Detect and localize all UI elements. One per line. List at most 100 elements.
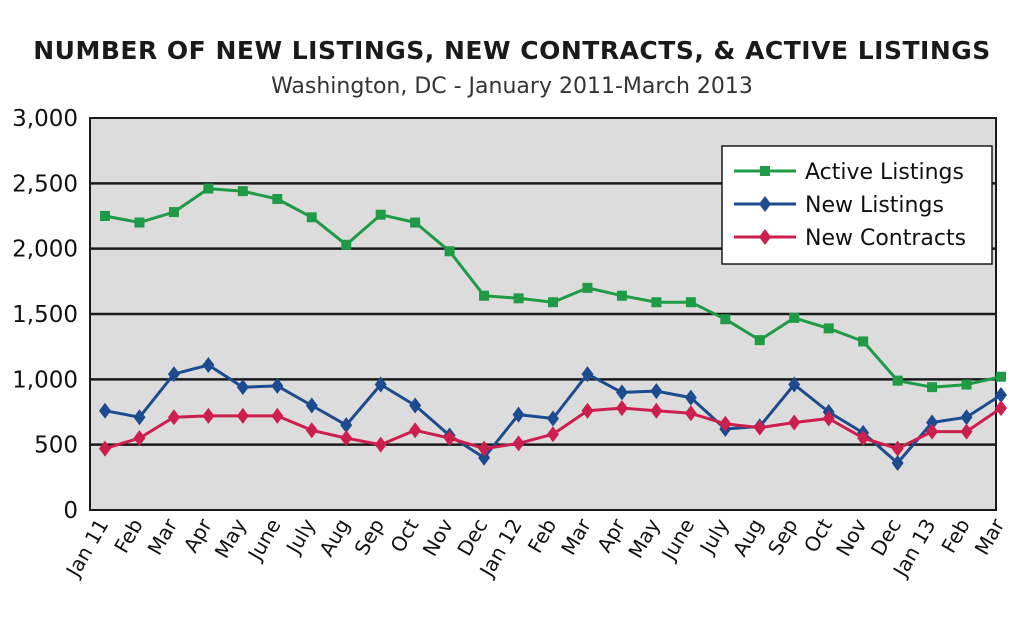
data-point <box>547 426 559 443</box>
data-point <box>685 297 696 308</box>
series-active-listings <box>100 183 1006 393</box>
data-point <box>168 207 179 218</box>
data-point <box>548 297 558 308</box>
data-point <box>995 387 1007 404</box>
x-tick-label: Feb <box>936 515 974 558</box>
x-tick-label: Nov <box>831 514 871 560</box>
data-point <box>513 293 524 304</box>
data-point <box>651 297 662 308</box>
legend-label: New Listings <box>805 193 944 218</box>
legend-label: Active Listings <box>805 160 964 185</box>
data-point <box>134 217 145 228</box>
data-point <box>891 454 904 471</box>
data-point <box>478 440 491 457</box>
data-point <box>203 183 214 194</box>
data-point <box>236 379 249 396</box>
data-point <box>927 382 938 393</box>
series-new-contracts <box>99 400 1007 457</box>
data-point <box>759 196 771 212</box>
data-point <box>409 422 422 439</box>
x-tick-label: Aug <box>728 515 768 561</box>
data-point <box>305 397 318 414</box>
data-point <box>375 209 386 220</box>
data-point <box>133 409 146 426</box>
data-point <box>581 402 594 419</box>
series-layer <box>99 183 1007 471</box>
legend-item: New Listings <box>734 193 944 218</box>
data-point <box>202 407 215 424</box>
data-point <box>478 449 491 466</box>
gridlines <box>90 182 996 446</box>
data-point <box>512 435 525 452</box>
y-axis-ticks: 0 500 1,000 1,500 2,000 2,500 3,000 <box>12 106 78 524</box>
data-point <box>237 186 248 197</box>
x-axis-ticks: Jan 11FebMarAprMayJuneJulyAugSepOctNovDe… <box>60 514 1009 583</box>
data-point <box>995 400 1007 417</box>
data-point <box>788 414 801 431</box>
x-tick-label: July <box>694 514 734 559</box>
data-point <box>236 407 249 424</box>
x-tick-label: June <box>656 515 700 566</box>
data-point <box>926 423 939 440</box>
data-point <box>892 375 903 386</box>
data-point <box>582 282 593 293</box>
x-tick-label: Nov <box>418 514 458 560</box>
data-point <box>650 402 663 419</box>
x-tick-label: Mar <box>556 514 596 559</box>
x-tick-label: Mar <box>970 514 1010 559</box>
data-point <box>99 440 111 457</box>
data-point <box>512 406 525 423</box>
data-point <box>479 290 490 301</box>
y-tick-label: 500 <box>34 433 78 459</box>
x-tick-label: May <box>623 514 665 562</box>
x-tick-label: Sep <box>349 515 389 560</box>
data-point <box>340 430 353 447</box>
data-point <box>615 384 628 401</box>
data-point <box>823 323 834 334</box>
legend-box <box>721 145 993 265</box>
y-tick-label: 2,500 <box>12 171 78 197</box>
x-tick-label: Oct <box>799 514 837 556</box>
x-tick-label: Sep <box>763 515 803 560</box>
data-point <box>443 430 456 447</box>
x-tick-label: Jan 11 <box>60 515 113 583</box>
data-point <box>341 239 352 250</box>
data-point <box>271 407 284 424</box>
data-point <box>133 430 146 447</box>
data-point <box>891 440 904 457</box>
data-point <box>684 405 697 422</box>
data-point <box>961 379 972 390</box>
data-point <box>720 314 731 325</box>
x-tick-label: July <box>280 514 320 559</box>
data-point <box>616 290 627 301</box>
data-point <box>306 212 317 223</box>
data-point <box>719 415 732 432</box>
data-point <box>409 397 422 414</box>
y-tick-label: 0 <box>63 498 78 524</box>
data-point <box>167 366 180 383</box>
data-point <box>650 383 663 400</box>
data-point <box>167 409 180 426</box>
x-tick-label: Oct <box>385 514 423 556</box>
data-point <box>272 194 283 205</box>
y-tick-label: 2,000 <box>12 237 78 263</box>
data-point <box>581 366 594 383</box>
data-point <box>789 312 800 323</box>
data-point <box>100 211 110 221</box>
legend-item: Active Listings <box>734 160 964 185</box>
data-point <box>374 376 387 393</box>
data-point <box>202 356 215 373</box>
legend-item: New Contracts <box>734 226 966 251</box>
x-tick-label: Aug <box>314 515 354 561</box>
data-point <box>271 377 284 394</box>
data-point <box>759 229 771 245</box>
data-point <box>760 166 770 176</box>
data-point <box>753 419 766 436</box>
x-tick-label: Feb <box>109 515 147 558</box>
data-point <box>340 417 353 434</box>
data-point <box>684 389 697 406</box>
x-tick-label: May <box>210 514 252 562</box>
data-point <box>754 335 765 346</box>
data-point <box>788 376 801 393</box>
